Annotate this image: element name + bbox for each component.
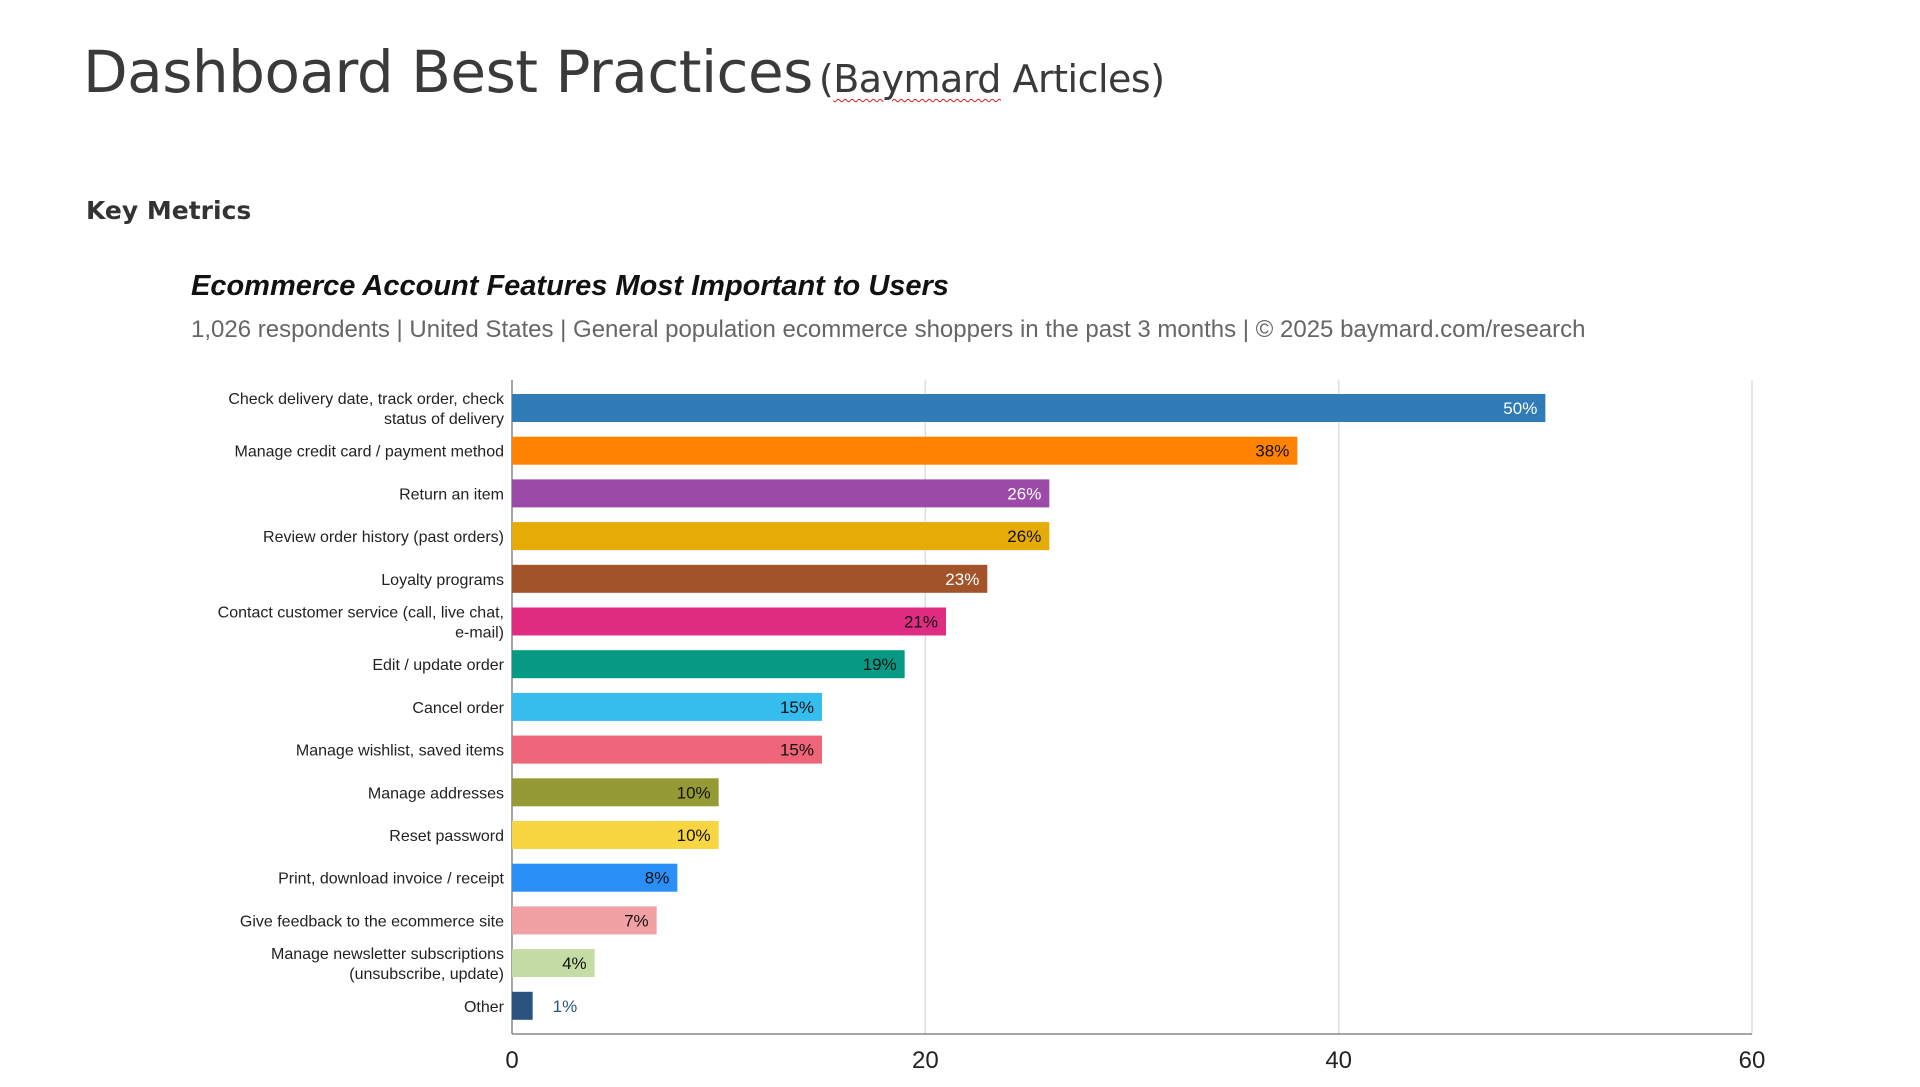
data-label: 7%	[624, 911, 649, 930]
bar	[512, 778, 719, 807]
bar	[512, 479, 1050, 508]
x-tick-label: 0	[505, 1047, 518, 1074]
chart-title: Ecommerce Account Features Most Importan…	[191, 270, 949, 302]
data-label: 26%	[1007, 527, 1041, 546]
data-label: 38%	[1255, 442, 1289, 461]
category-label: Print, download invoice / receipt	[278, 871, 504, 888]
x-tick-label: 60	[1739, 1047, 1766, 1074]
data-label: 8%	[645, 869, 670, 888]
category-label: Return an item	[399, 486, 504, 503]
slide-title: Dashboard Best Practices (Baymard Article…	[83, 38, 1165, 106]
x-tick-label: 40	[1325, 1047, 1352, 1074]
category-label: Loyalty programs	[381, 572, 504, 589]
bar	[512, 394, 1546, 422]
bar	[512, 949, 595, 978]
bar	[512, 650, 905, 679]
category-label: Manage wishlist, saved items	[296, 743, 504, 760]
data-label: 10%	[677, 783, 711, 802]
bar	[512, 692, 822, 721]
slide-title-source: (Baymard Articles)	[818, 57, 1165, 101]
chart-subtitle: 1,026 respondents | United States | Gene…	[191, 316, 1586, 343]
section-label: Key Metrics	[86, 196, 252, 225]
category-label: Reset password	[389, 828, 504, 845]
bar	[512, 436, 1298, 465]
category-label: Edit / update order	[372, 657, 504, 674]
bar	[512, 906, 657, 935]
category-label: Manage newsletter subscriptions (unsubscr…	[271, 946, 504, 983]
x-tick-label: 20	[912, 1047, 939, 1074]
bar	[512, 607, 946, 636]
category-label: Manage credit card / payment method	[235, 444, 504, 461]
category-label: Give feedback to the ecommerce site	[240, 913, 504, 930]
bar	[512, 735, 822, 764]
data-label: 15%	[780, 741, 814, 760]
slide-title-main: Dashboard Best Practices	[83, 38, 813, 106]
bar	[512, 564, 988, 593]
category-label: Cancel order	[412, 700, 504, 717]
data-label: 50%	[1503, 399, 1537, 418]
category-label: Check delivery date, track order, check s…	[228, 391, 505, 428]
data-label: 4%	[562, 954, 587, 973]
data-label: 21%	[904, 613, 938, 632]
data-label: 23%	[945, 570, 979, 589]
spellcheck-word: Baymard	[833, 57, 1001, 101]
bar	[512, 522, 1050, 551]
data-label: 15%	[780, 698, 814, 717]
bar	[512, 863, 678, 892]
category-label: Review order history (past orders)	[263, 529, 504, 546]
category-label: Contact customer service (call, live cha…	[218, 605, 504, 642]
category-label: Other	[464, 999, 505, 1016]
bar	[512, 991, 533, 1020]
data-label: 26%	[1007, 484, 1041, 503]
bar	[512, 821, 719, 849]
data-label: 10%	[677, 826, 711, 845]
data-label: 19%	[863, 655, 897, 674]
category-label: Manage addresses	[368, 785, 504, 802]
data-label: 1%	[553, 997, 578, 1016]
